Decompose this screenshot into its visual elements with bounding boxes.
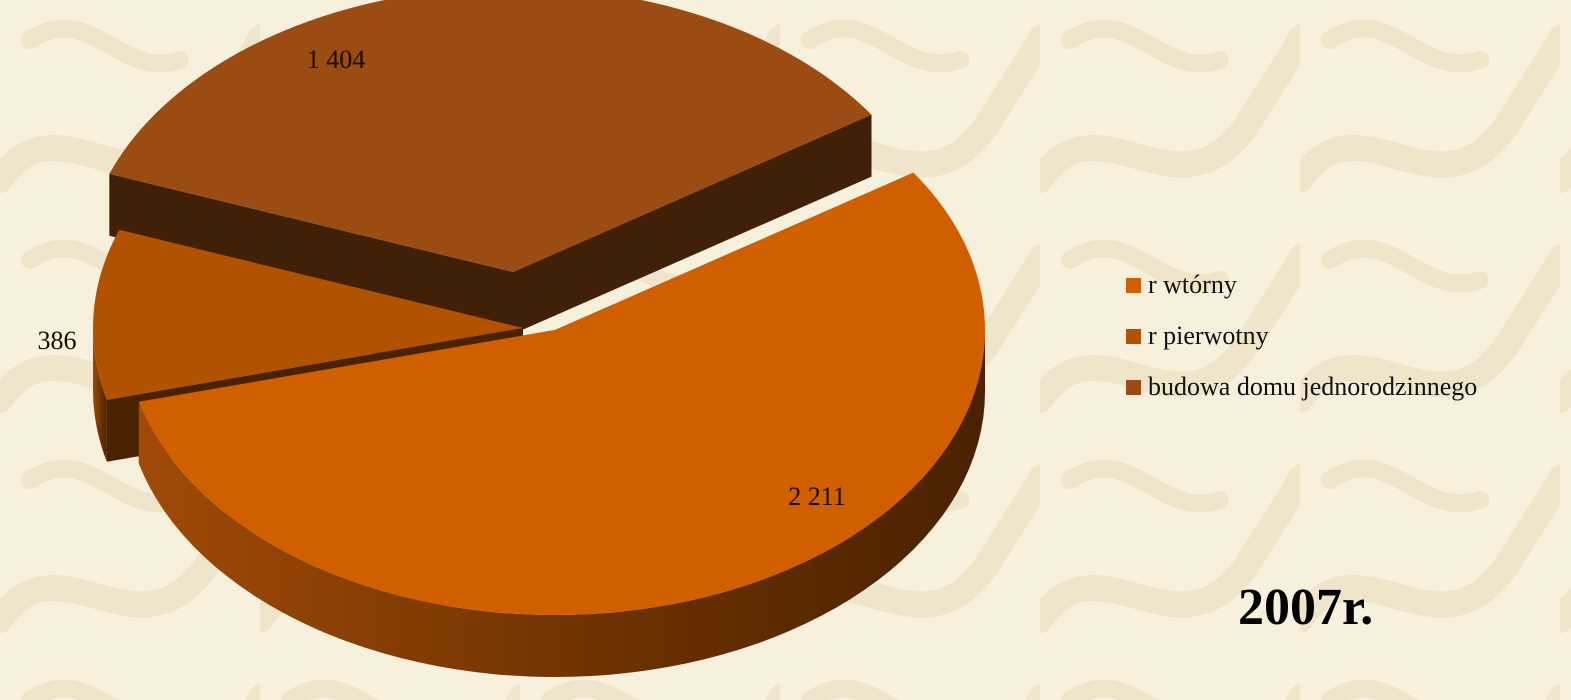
legend-swatch-budowa-domu (1126, 379, 1141, 395)
legend: r wtórny r pierwotny budowa domu jednoro… (1126, 270, 1478, 425)
legend-swatch-r-pierwotny (1126, 328, 1141, 344)
legend-label: budowa domu jednorodzinnego (1148, 372, 1478, 401)
pie-slice-side-budowa-domu-jednorodzinnego (109, 114, 872, 335)
legend-item-r-wtorny: r wtórny (1126, 270, 1477, 299)
legend-label: r wtórny (1148, 270, 1237, 299)
pie-slice-r-pierwotny (92, 229, 523, 400)
pie-slice-budowa-domu-jednorodzinnego (109, 0, 872, 272)
data-label-budowa-domu-jednorodzinnego: 1 404 (307, 45, 366, 74)
legend-swatch-r-wtorny (1126, 277, 1141, 293)
pie-slice-r-wt-rny (138, 172, 985, 615)
data-label-r-wt-rny: 2 211 (788, 482, 846, 511)
year-annotation: 2007r. (1238, 579, 1374, 636)
legend-label: r pierwotny (1148, 321, 1269, 350)
legend-item-budowa-domu: budowa domu jednorodzinnego (1126, 372, 1478, 401)
data-label-r-pierwotny: 386 (38, 326, 77, 355)
legend-item-r-pierwotny: r pierwotny (1126, 321, 1477, 350)
